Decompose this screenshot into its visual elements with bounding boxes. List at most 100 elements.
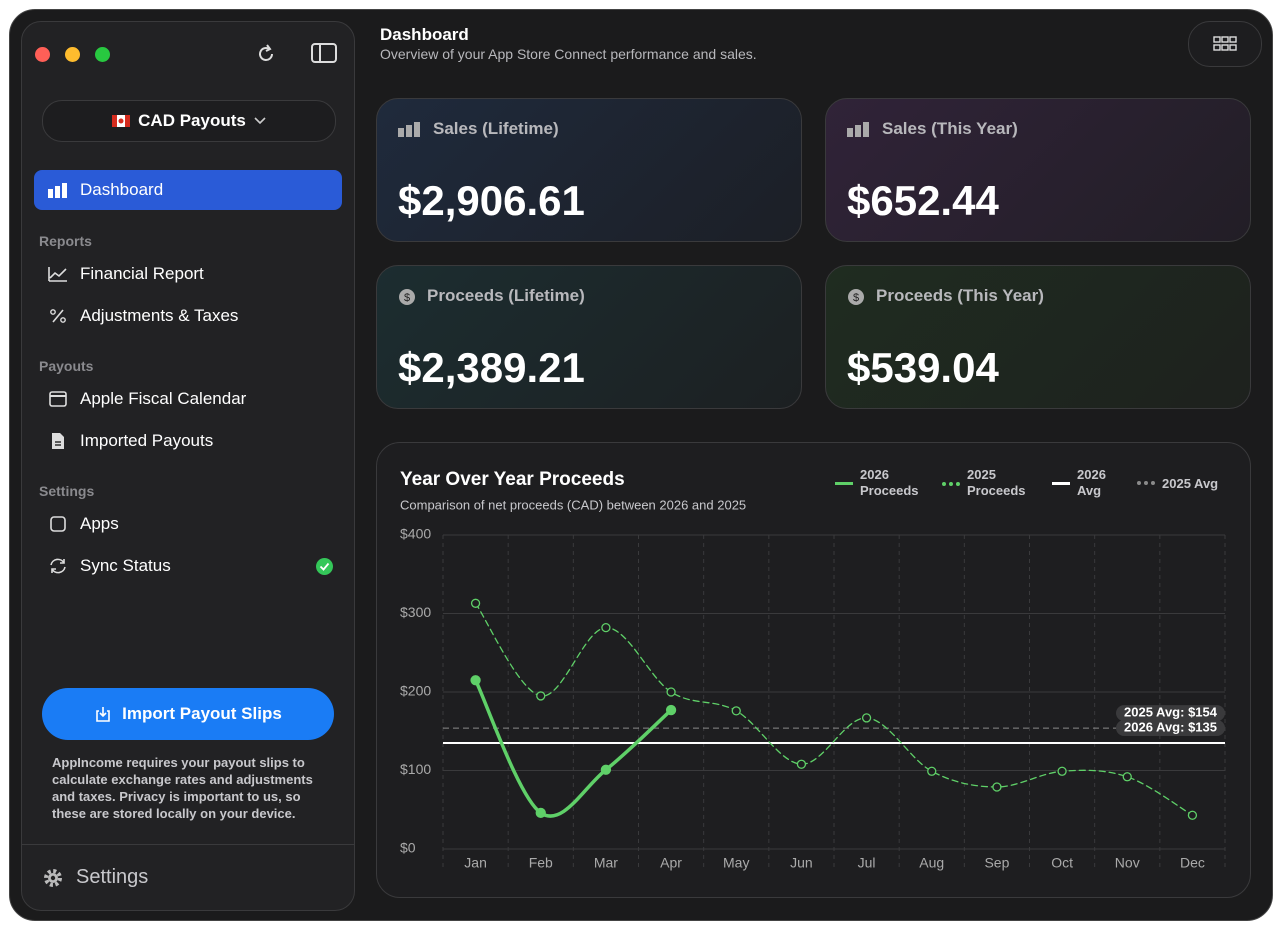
x-tick-label: Apr (660, 855, 682, 871)
data-point (731, 706, 741, 716)
payout-selector[interactable]: CAD Payouts (42, 100, 336, 142)
nav-label: Imported Payouts (80, 431, 214, 450)
y-tick-label: $200 (400, 683, 431, 699)
x-tick-label: Nov (1115, 855, 1140, 871)
stat-value: $539.04 (847, 344, 999, 391)
section-title: Payouts (39, 358, 94, 374)
x-tick-label: Dec (1180, 855, 1205, 871)
x-tick-label: Sep (984, 855, 1009, 871)
minimize-button[interactable] (65, 47, 80, 62)
nav-item[interactable]: Imported Payouts (34, 421, 342, 461)
nav-dashboard[interactable]: Dashboard (34, 170, 342, 210)
stat-label: Sales (This Year) (882, 119, 1018, 138)
data-point (992, 782, 1002, 792)
data-point (600, 764, 612, 775)
selector-label: CAD Payouts (138, 111, 246, 130)
stat-label: Proceeds (Lifetime) (427, 286, 585, 305)
legend-label: 2026 Proceeds (860, 467, 919, 498)
stat-label: Sales (Lifetime) (433, 119, 559, 138)
data-point (601, 622, 611, 633)
flag (112, 115, 131, 127)
reference-label-text: 2025 Avg: $154 (1124, 705, 1218, 720)
icon (398, 122, 420, 137)
stat-card: Sales (Lifetime) $2,906.61 (376, 98, 802, 242)
icon (96, 707, 110, 722)
data-point (470, 598, 481, 608)
grid-button[interactable] (1188, 21, 1262, 67)
gear (44, 868, 62, 887)
data-point (1187, 810, 1198, 820)
stat-card: $ Proceeds (Lifetime) $2,389.21 (376, 265, 802, 409)
reference-label-text: 2026 Avg: $135 (1124, 719, 1217, 734)
nav-label: Sync Status (80, 556, 171, 575)
icon (48, 183, 67, 198)
data-point (861, 713, 872, 723)
stat-value: $652.44 (847, 177, 999, 224)
button-label: Import Payout Slips (122, 704, 282, 723)
nav-item[interactable]: Sync Status (34, 546, 342, 586)
legend-swatch (942, 482, 960, 486)
svg-text:$: $ (404, 292, 410, 304)
data-point (536, 691, 546, 701)
refresh-icon[interactable] (254, 42, 278, 66)
stat-value: $2,389.21 (398, 344, 585, 391)
chevron (254, 117, 266, 125)
x-tick-label: May (723, 855, 749, 871)
y-tick-label: $400 (400, 526, 431, 542)
svg-text:$: $ (853, 292, 859, 304)
legend-swatch (1137, 481, 1155, 485)
legend-swatch (1052, 482, 1070, 485)
data-point (470, 675, 481, 686)
y-tick-label: $300 (400, 604, 431, 620)
close-button[interactable] (35, 47, 50, 62)
icon (50, 516, 66, 532)
window: CAD Payouts Dashboard Reports Financial … (9, 9, 1273, 921)
data-point (666, 687, 676, 697)
y-tick-label: $100 (400, 761, 431, 777)
section-title: Reports (39, 233, 92, 249)
icon (1213, 36, 1237, 51)
label-bg (1116, 705, 1225, 722)
section-title: Settings (39, 483, 95, 499)
zoom-button[interactable] (95, 47, 110, 62)
page-subtitle: Overview of your App Store Connect perfo… (380, 46, 757, 62)
page-title: Dashboard (380, 25, 469, 44)
data-point (535, 807, 546, 819)
x-tick-label: Mar (594, 855, 618, 871)
nav-label: Adjustments & Taxes (80, 306, 239, 325)
data-point (796, 759, 807, 769)
settings-label: Settings (76, 866, 149, 888)
chart-title: Year Over Year Proceeds (400, 469, 625, 490)
nav-label: Dashboard (80, 180, 164, 199)
sidebar: CAD Payouts Dashboard Reports Financial … (21, 21, 355, 911)
icon (50, 309, 66, 323)
data-point (927, 766, 937, 776)
nav-item[interactable]: Apple Fiscal Calendar (34, 379, 342, 419)
nav-item[interactable]: Adjustments & Taxes (34, 296, 342, 336)
legend-label: 2025 Proceeds (967, 467, 1026, 498)
data-point (1122, 772, 1132, 782)
sync-ok (316, 558, 333, 575)
x-tick-label: Jan (464, 855, 487, 871)
legend-label: 2026 Avg (1077, 467, 1106, 498)
icon: $ (848, 289, 864, 305)
stat-card: $ Proceeds (This Year) $539.04 (825, 265, 1251, 409)
sidebar-toggle[interactable] (311, 42, 337, 64)
nav-label: Apps (80, 514, 119, 533)
series-line (473, 678, 673, 818)
x-tick-label: Oct (1051, 855, 1073, 871)
nav-item[interactable]: Apps (34, 504, 342, 544)
settings-button[interactable]: Settings (42, 866, 148, 889)
data-point (665, 704, 677, 716)
x-tick-label: Feb (529, 855, 553, 871)
reference-label: 2026 Avg: $135 (1116, 719, 1225, 737)
chart-card (376, 442, 1251, 898)
nav-item[interactable]: Financial Report (34, 254, 342, 294)
nav-label: Financial Report (80, 264, 204, 283)
x-tick-label: Jul (858, 855, 876, 871)
stat-label: Proceeds (This Year) (876, 286, 1044, 305)
x-tick-label: Jun (790, 855, 813, 871)
import-button[interactable]: Import Payout Slips (42, 688, 334, 740)
